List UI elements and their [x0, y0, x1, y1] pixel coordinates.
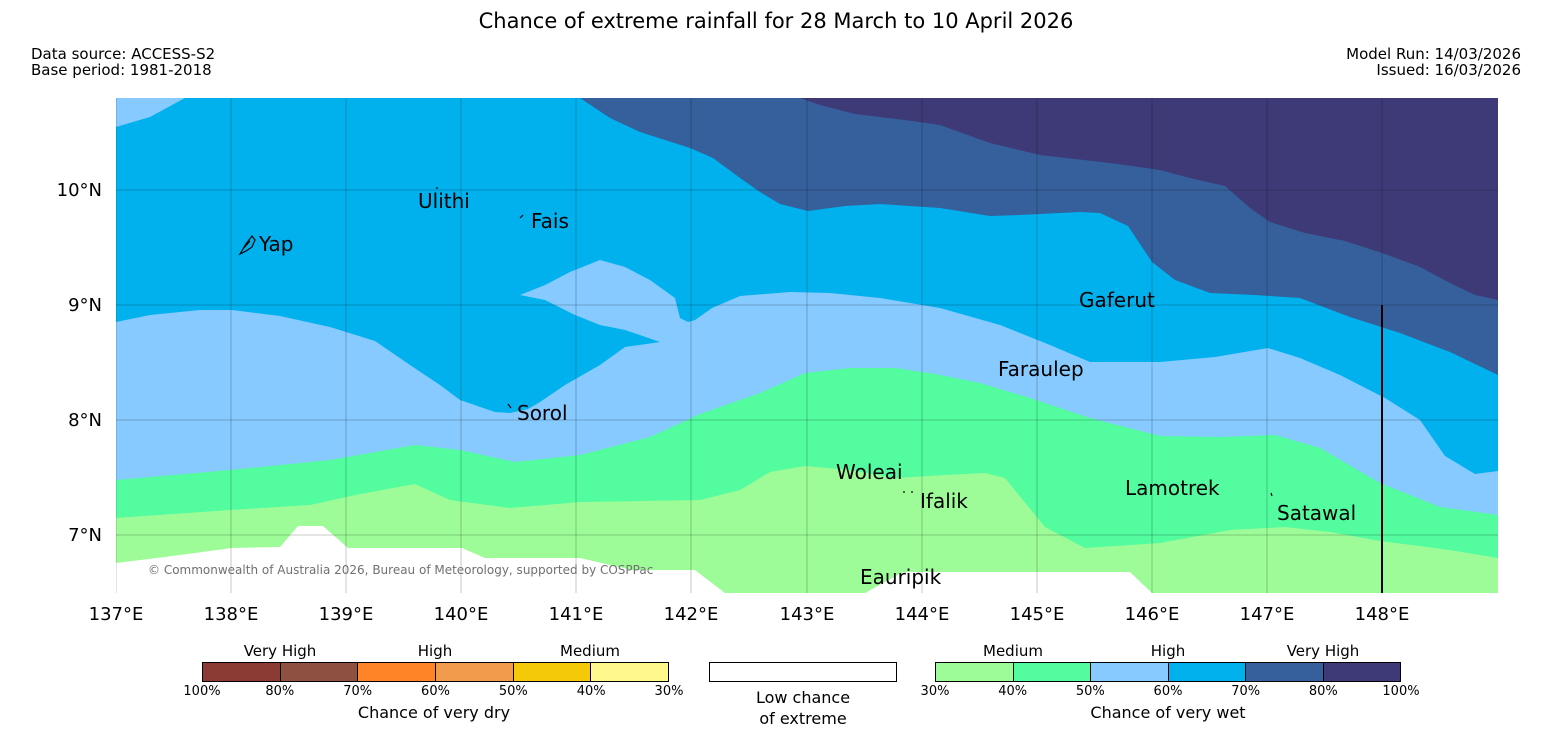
- wet-colorbar: [935, 662, 1401, 682]
- model-run: Model Run: 14/03/2026: [1346, 45, 1521, 63]
- lon-label: 140°E: [434, 604, 489, 625]
- place-eauripik: Eauripik: [860, 565, 942, 589]
- legend-tick-label: 80%: [265, 684, 295, 699]
- ifalik-island-icon: [911, 491, 913, 493]
- place-yap: Yap: [258, 232, 293, 256]
- wet-cat-high: High: [1150, 642, 1186, 660]
- legend-tick-label: 100%: [1382, 684, 1420, 699]
- low-chance-label-2: of extreme: [759, 709, 847, 728]
- lon-label: 142°E: [664, 604, 719, 625]
- fais-island-icon: [519, 214, 524, 219]
- legend-tick-label: 60%: [1153, 684, 1183, 699]
- legend-swatch: [591, 663, 669, 681]
- legend-swatch: [1013, 663, 1091, 681]
- rainfall-map: © Commonwealth of Australia 2026, Bureau…: [57, 98, 1498, 625]
- lat-label: 8°N: [68, 410, 102, 431]
- legend-swatch: [513, 663, 592, 681]
- woleai-island-icon: [903, 491, 905, 493]
- wet-cat-very-high: Very High: [1286, 642, 1360, 660]
- lon-label: 148°E: [1355, 604, 1410, 625]
- lon-label: 145°E: [1010, 604, 1065, 625]
- longitude-labels: 137°E 138°E 139°E 140°E 141°E 142°E 143°E 144°E…: [89, 604, 1410, 625]
- low-chance-label-1: Low chance: [755, 688, 851, 707]
- dry-colorbar: [202, 662, 669, 682]
- zone-wet-80-100: [800, 98, 1498, 300]
- place-fais: Fais: [531, 209, 569, 233]
- low-chance-color: [710, 663, 896, 681]
- meta-right: Model Run: 14/03/2026 Issued: 16/03/2026: [1346, 46, 1521, 78]
- lat-label: 7°N: [68, 525, 102, 546]
- legend-tick-label: 70%: [343, 684, 373, 699]
- zone-low-west: [116, 526, 725, 593]
- legend-tick-label: 30%: [920, 684, 950, 699]
- legend-tick-label: 40%: [998, 684, 1028, 699]
- dry-cat-very-high: Very High: [243, 642, 317, 660]
- data-source: Data source: ACCESS-S2: [31, 45, 216, 63]
- lat-label: 10°N: [57, 180, 102, 201]
- base-period: Base period: 1981-2018: [31, 61, 212, 79]
- satawal-island-icon: [1270, 492, 1273, 497]
- lon-label: 146°E: [1125, 604, 1180, 625]
- dry-cat-medium: Medium: [560, 642, 620, 660]
- place-faraulep: Faraulep: [998, 357, 1084, 381]
- legend-swatch: [1323, 663, 1400, 681]
- legend-swatch: [936, 663, 1014, 681]
- legend-tick-label: 40%: [576, 684, 606, 699]
- meta-left: Data source: ACCESS-S2 Base period: 1981…: [31, 46, 215, 78]
- sorol-island-icon: [507, 403, 512, 409]
- legend-tick-label: 50%: [498, 684, 528, 699]
- issued-date: Issued: 16/03/2026: [1376, 61, 1521, 79]
- dry-cat-high: High: [417, 642, 453, 660]
- attribution: © Commonwealth of Australia 2026, Bureau…: [148, 563, 653, 577]
- legend-tick-label: 50%: [1075, 684, 1105, 699]
- legend-tick-label: 30%: [654, 684, 684, 699]
- place-gaferut: Gaferut: [1079, 288, 1155, 312]
- lon-label: 144°E: [895, 604, 950, 625]
- legend-tick-label: 70%: [1231, 684, 1261, 699]
- place-ifalik: Ifalik: [920, 489, 968, 513]
- legend-tick-label: 60%: [421, 684, 450, 699]
- legend-tick-label: 80%: [1308, 684, 1338, 699]
- graticule: [116, 98, 1498, 593]
- lon-label: 141°E: [549, 604, 604, 625]
- lon-label: 139°E: [319, 604, 374, 625]
- wet-caption: Chance of very wet: [1090, 703, 1246, 722]
- lon-label: 143°E: [780, 604, 835, 625]
- legend-swatch: [280, 663, 359, 681]
- legend-swatch: [436, 663, 514, 681]
- place-lamotrek: Lamotrek: [1125, 476, 1220, 500]
- lon-label: 147°E: [1240, 604, 1295, 625]
- place-satawal: Satawal: [1277, 501, 1356, 525]
- latitude-labels: 10°N 9°N 8°N 7°N: [57, 180, 102, 546]
- yap-island-icon: [238, 235, 256, 256]
- lon-label: 138°E: [204, 604, 259, 625]
- legend-swatch: [1168, 663, 1246, 681]
- place-sorol: Sorol: [517, 401, 568, 425]
- legend-swatch: [1091, 663, 1169, 681]
- legend-swatch: [1246, 663, 1324, 681]
- legend-swatch: [358, 663, 437, 681]
- place-woleai: Woleai: [836, 460, 903, 484]
- legend-tick-label: 100%: [183, 684, 221, 699]
- place-ulithi: Ulithi: [418, 189, 470, 213]
- map-title: Chance of extreme rainfall for 28 March …: [478, 9, 1074, 33]
- wet-cat-medium: Medium: [983, 642, 1043, 660]
- legend-swatch: [203, 663, 281, 681]
- map-field: © Commonwealth of Australia 2026, Bureau…: [116, 98, 1498, 593]
- zone-low-central: [865, 572, 1152, 593]
- low-chance-swatch: [709, 662, 897, 682]
- lon-label: 137°E: [89, 604, 144, 625]
- ulithi-island-icon: [436, 187, 438, 189]
- dry-caption: Chance of very dry: [357, 703, 511, 722]
- lat-label: 9°N: [68, 295, 102, 316]
